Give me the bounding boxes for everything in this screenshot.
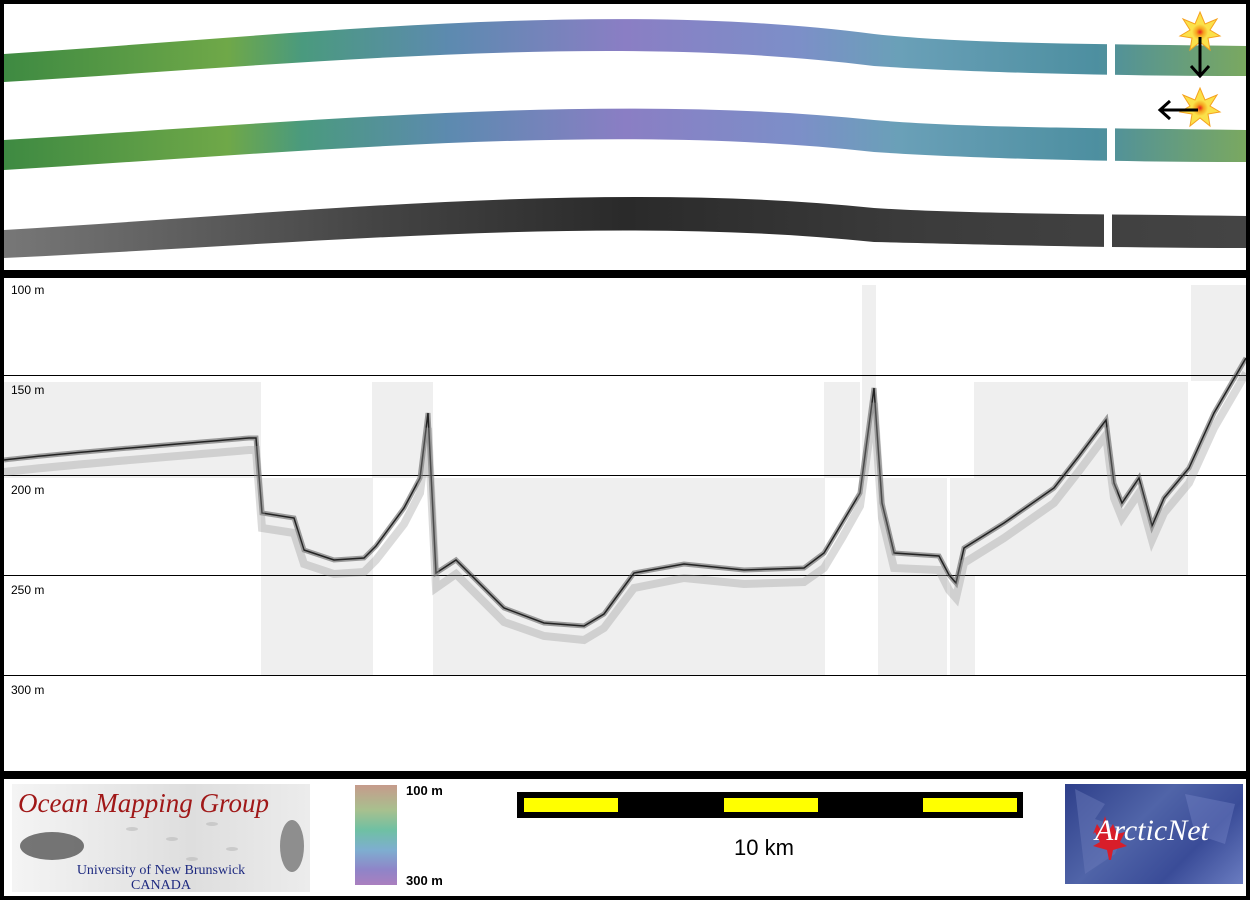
seafloor-reflector (4, 356, 1246, 645)
scale-segment (724, 798, 818, 812)
arcticnet-logo: ArcticNet (1065, 784, 1243, 884)
scale-segment (923, 798, 1017, 812)
depth-gridlines (4, 375, 1246, 676)
arcticnet-text: ArcticNet (1095, 814, 1209, 847)
depth-label-150: 150 m (11, 383, 45, 397)
scale-segment (524, 798, 618, 812)
depth-label-200: 200 m (11, 483, 45, 497)
omg-university: University of New Brunswick (76, 863, 246, 878)
scale-label: 10 km (734, 835, 794, 860)
profile-panel: 100 m 150 m 200 m 250 m 300 m (4, 278, 1246, 771)
swath-strip-bathymetry-1 (4, 19, 1246, 82)
omg-title: Ocean Mapping Group (18, 788, 269, 818)
arrow-left-icon (1157, 99, 1198, 121)
depth-label-100: 100 m (11, 283, 45, 297)
omg-ship-icon (20, 820, 304, 872)
sun-icon (1178, 86, 1222, 128)
ocean-mapping-group-logo: Ocean Mapping Group University of New Br… (12, 784, 310, 893)
depth-label-250: 250 m (11, 583, 45, 597)
omg-country: CANADA (131, 878, 191, 893)
swath-panel (4, 4, 1246, 270)
maple-leaf-icon (1093, 816, 1127, 860)
swath-strip-bathymetry-2 (4, 108, 1246, 170)
depth-color-legend (355, 785, 397, 885)
swath-strip-backscatter (4, 196, 1246, 258)
legend-bottom-label: 300 m (406, 873, 443, 888)
footer-panel: Ocean Mapping Group University of New Br… (4, 779, 1246, 896)
legend-top-label: 100 m (406, 783, 443, 798)
arrow-down-icon (1189, 37, 1211, 79)
depth-label-300: 300 m (11, 683, 45, 697)
scale-bar (517, 792, 1023, 818)
profile-windows (4, 285, 1246, 675)
